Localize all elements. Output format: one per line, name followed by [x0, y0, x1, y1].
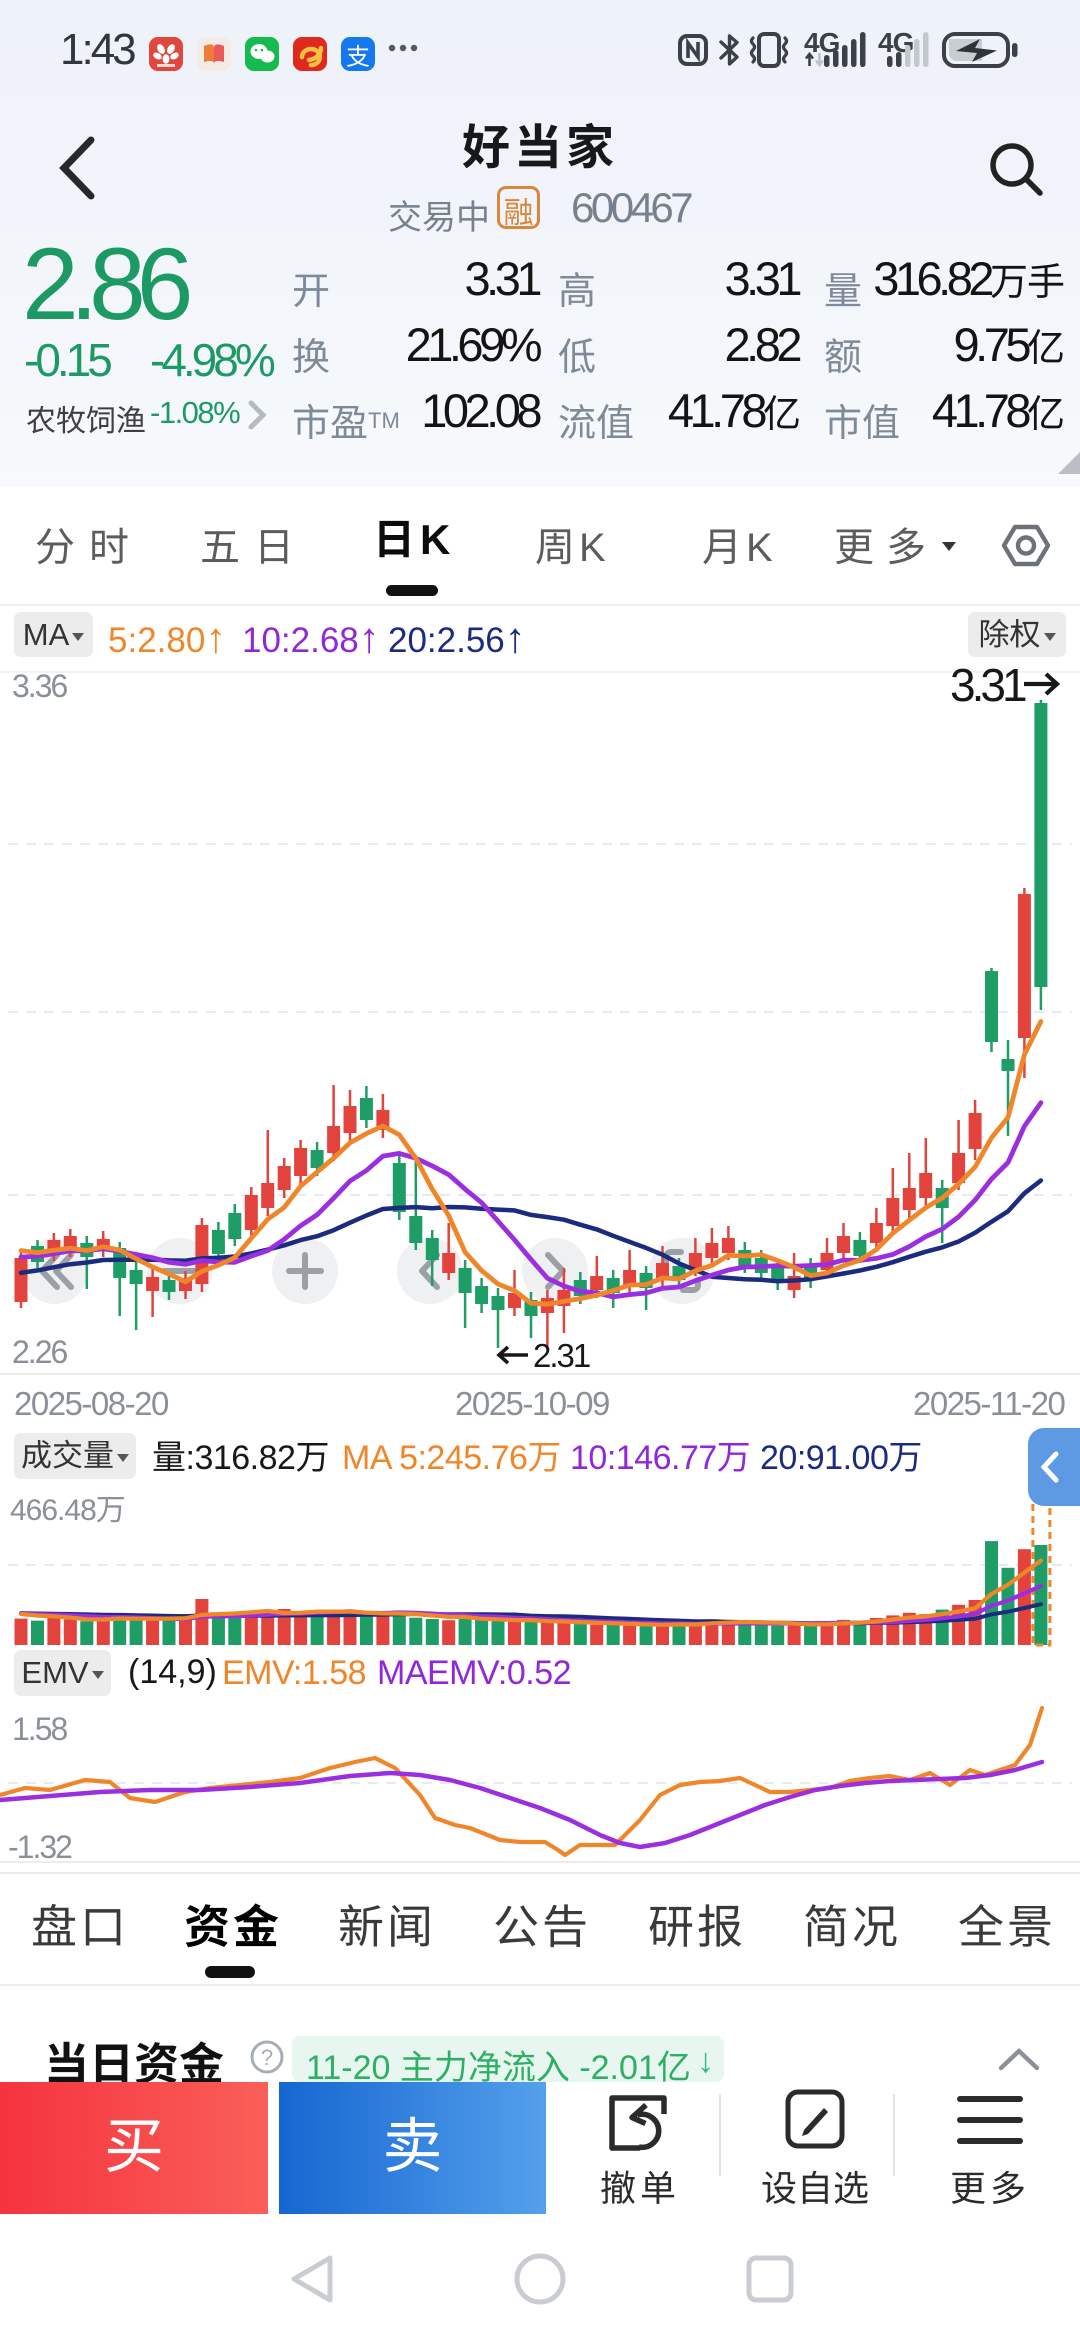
svg-text:?: ? — [261, 2045, 273, 2070]
